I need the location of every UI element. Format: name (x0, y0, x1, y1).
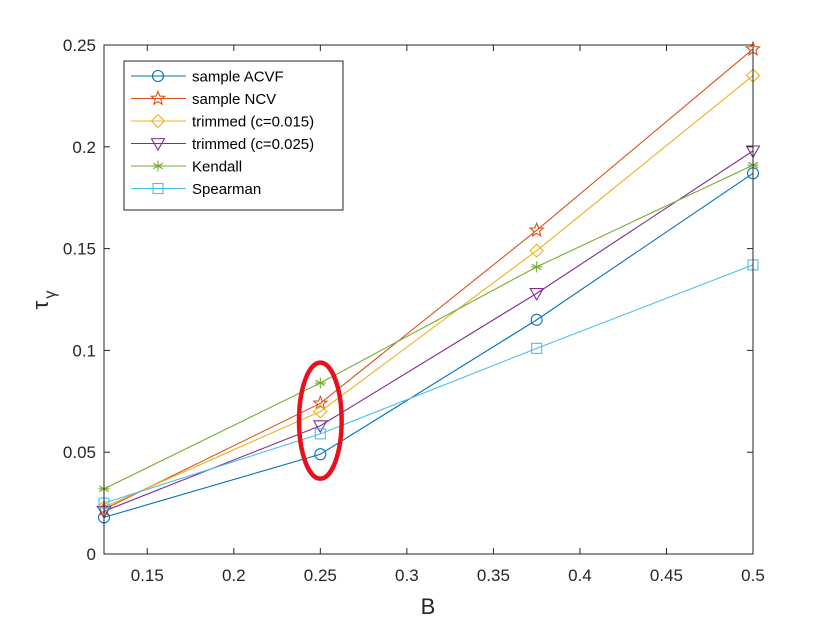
legend-marker-3 (150, 138, 166, 152)
series-line-2 (103, 75, 754, 508)
data-point-1-2 (528, 221, 545, 238)
x-axis-ticks: 0.15 0.2 0.25 0.3 0.35 0.4 0.45 0.5 (131, 45, 765, 585)
x-tick-label: 0.25 (304, 566, 337, 585)
annotation-layer (296, 360, 344, 481)
legend-marker-1 (149, 89, 167, 106)
legend: sample ACVF sample NCV trimmed (c=0.015) tr… (123, 60, 344, 211)
legend-label-3: trimmed (c=0.025) (192, 136, 314, 153)
data-point-2-2 (529, 243, 544, 258)
y-tick-label: 0.15 (63, 240, 96, 259)
data-point-0-2 (530, 313, 543, 326)
x-axis-label: B (421, 594, 436, 619)
x-tick-label: 0.15 (131, 566, 164, 585)
legend-marker-4 (152, 160, 164, 172)
legend-box (123, 60, 344, 211)
y-axis-label-main: τ (28, 300, 53, 309)
legend-marker-0 (151, 69, 165, 83)
data-point-4-1 (314, 377, 326, 389)
highlight-ellipse (296, 360, 344, 481)
legend-label-1: sample NCV (192, 91, 276, 108)
y-tick-label: 0 (87, 545, 96, 564)
data-point-4-2 (531, 261, 543, 273)
y-tick-label: 0.05 (63, 443, 96, 462)
data-point-5-2 (531, 342, 543, 354)
series-line-5 (103, 264, 754, 504)
series-lines (103, 48, 754, 518)
y-tick-label: 0.1 (72, 341, 96, 360)
series-line-4 (103, 164, 754, 490)
data-point-0-1 (314, 448, 327, 461)
data-point-3-2 (529, 287, 545, 302)
legend-marker-5 (152, 182, 164, 195)
plot-box (103, 44, 754, 555)
x-tick-label: 0.35 (477, 566, 510, 585)
x-tick-label: 0.4 (568, 566, 592, 585)
y-tick-label: 0.25 (63, 36, 96, 55)
data-point-1-1 (312, 394, 329, 411)
legend-marker-2 (150, 113, 166, 129)
y-tick-label: 0.2 (72, 138, 96, 157)
series-line-0 (103, 172, 754, 518)
legend-label-4: Kendall (192, 159, 242, 176)
x-tick-label: 0.3 (395, 566, 419, 585)
data-point-5-1 (314, 428, 326, 440)
legend-label-0: sample ACVF (192, 69, 284, 86)
data-point-2-1 (313, 404, 328, 419)
data-point-3-1 (312, 420, 328, 434)
legend-label-2: trimmed (c=0.015) (192, 114, 314, 131)
y-axis-ticks: 0 0.05 0.1 0.15 0.2 0.25 (63, 36, 753, 564)
series-line-1 (103, 48, 754, 510)
x-tick-label: 0.2 (222, 566, 246, 585)
legend-label-5: Spearman (192, 181, 261, 198)
y-axis-label-subscript: γ (42, 291, 59, 299)
y-axis-label: τγ (28, 291, 59, 310)
x-tick-label: 0.45 (650, 566, 683, 585)
x-tick-label: 0.5 (741, 566, 765, 585)
